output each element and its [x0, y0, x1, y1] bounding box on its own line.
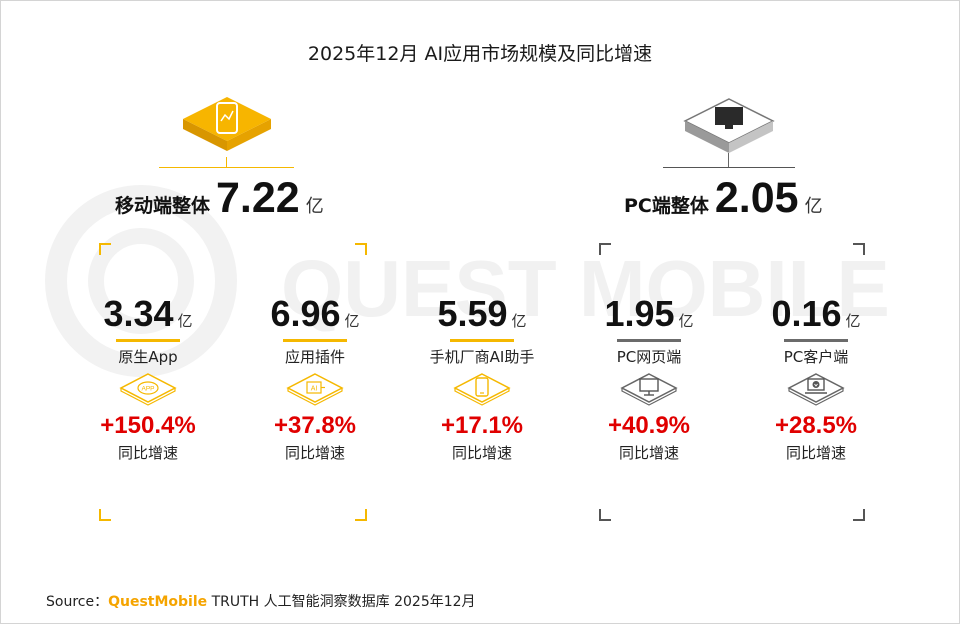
accent-bar — [784, 339, 848, 342]
icon-label: AI — [311, 386, 318, 393]
card-oem-ai-assistant: 5.59 亿 手机厂商AI助手 +17.1% 同比增速 — [407, 293, 557, 463]
laptop-download-icon — [787, 373, 845, 406]
card-pc-web: 1.95 亿 PC网页端 +40.9% 同比增速 — [574, 293, 724, 463]
icon-label: APP — [141, 386, 154, 393]
metric-name: PC客户端 — [783, 348, 849, 366]
metric-name: 应用插件 — [284, 348, 345, 366]
watermark-text: QUEST MOBILE — [281, 244, 890, 333]
accent-bar — [617, 339, 681, 342]
metric-unit: 亿 — [511, 312, 527, 330]
ai-plugin-icon: AI — [286, 373, 344, 406]
mobile-group-frame — [99, 243, 367, 521]
card-native-app: 3.34 亿 原生App APP +150.4% 同比增速 — [73, 293, 223, 463]
metric-value: 6.96 — [270, 293, 341, 334]
accent-bar — [283, 339, 347, 342]
source-brand: QuestMobile — [108, 594, 208, 610]
mobile-total-unit: 亿 — [305, 196, 324, 217]
accent-bar — [116, 339, 180, 342]
pc-total-unit: 亿 — [804, 196, 823, 217]
metric-value: 3.34 — [103, 293, 174, 334]
growth-value: +40.9% — [607, 412, 691, 439]
pc-total: PC端整体 2.05 亿 — [624, 174, 823, 223]
monitor-icon — [683, 98, 775, 153]
growth-value: +28.5% — [774, 412, 858, 439]
accent-bar — [450, 339, 514, 342]
mobile-total-label: 移动端整体 — [115, 195, 211, 217]
source-prefix: Source： — [46, 594, 109, 610]
growth-value: +150.4% — [100, 412, 196, 439]
growth-label: 同比增速 — [785, 444, 846, 462]
growth-label: 同比增速 — [284, 444, 345, 462]
source-rest: TRUTH 人工智能洞察数据库 2025年12月 — [207, 594, 476, 610]
metric-value: 1.95 — [604, 293, 675, 334]
growth-label: 同比增速 — [451, 444, 512, 462]
pc-underline — [663, 167, 795, 168]
mobile-underline — [159, 167, 294, 168]
app-icon: APP — [119, 373, 177, 406]
growth-value: +17.1% — [440, 412, 524, 439]
pc-total-label: PC端整体 — [624, 195, 709, 217]
pc-group-frame — [599, 243, 865, 521]
metric-unit: 亿 — [678, 312, 694, 330]
phone-icon — [453, 373, 511, 406]
smartphone-icon — [183, 97, 271, 151]
metric-name: 原生App — [118, 348, 178, 366]
chart-title: 2025年12月 AI应用市场规模及同比增速 — [307, 43, 653, 65]
metric-name: 手机厂商AI助手 — [429, 348, 535, 366]
metric-unit: 亿 — [177, 312, 193, 330]
metric-value: 5.59 — [437, 293, 508, 334]
source-note: Source：QuestMobile TRUTH 人工智能洞察数据库 2025年… — [46, 591, 476, 611]
growth-value: +37.8% — [273, 412, 357, 439]
metric-unit: 亿 — [344, 312, 360, 330]
metric-unit: 亿 — [845, 312, 861, 330]
mobile-total: 移动端整体 7.22 亿 — [115, 174, 324, 223]
metric-value: 0.16 — [771, 293, 842, 334]
growth-label: 同比增速 — [117, 444, 178, 462]
desktop-icon — [620, 373, 678, 406]
card-pc-client: 0.16 亿 PC客户端 +28.5% 同比增速 — [741, 293, 891, 463]
growth-label: 同比增速 — [618, 444, 679, 462]
pc-total-value: 2.05 — [714, 174, 799, 222]
metric-name: PC网页端 — [616, 348, 682, 366]
card-app-plugin: 6.96 亿 应用插件 AI +37.8% 同比增速 — [240, 293, 390, 463]
watermark: QUEST MOBILE — [45, 185, 890, 377]
mobile-total-value: 7.22 — [216, 174, 300, 222]
